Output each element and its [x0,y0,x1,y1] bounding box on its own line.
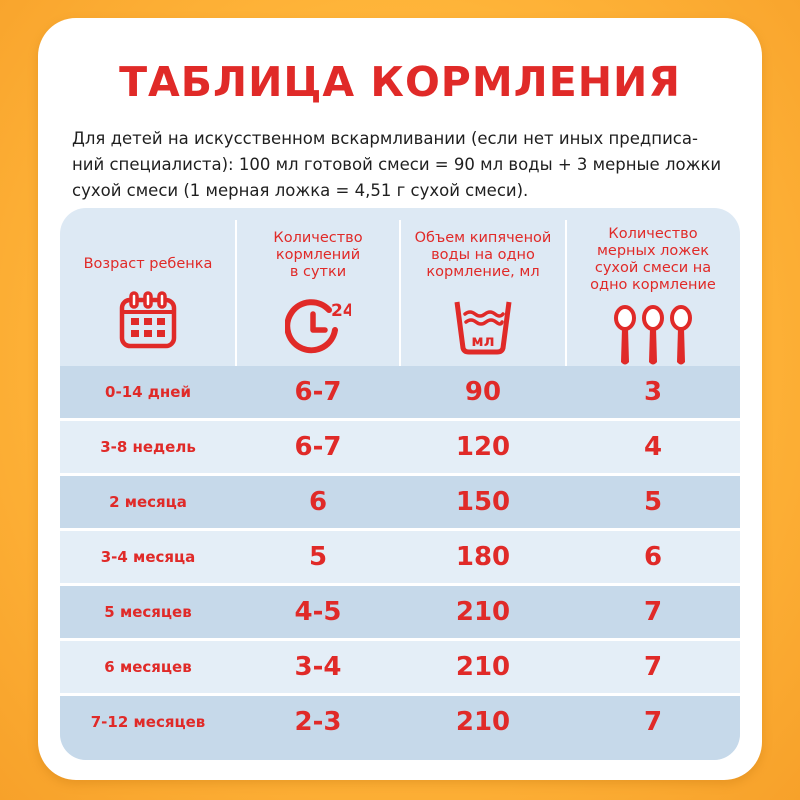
row-feedings: 5 [308,542,328,572]
row-feedings: 3-4 [294,652,342,682]
row-feedings: 4-5 [294,597,342,627]
table-header: Возраст ребенка Количест [60,208,740,366]
feeding-table-card: ТАБЛИЦА КОРМЛЕНИЯ Для детей на искусстве… [38,18,762,780]
row-water: 210 [455,707,511,737]
row-spoons: 7 [643,707,663,737]
row-age: 7-12 месяцев [90,713,206,731]
row-spoons: 6 [643,542,663,572]
measuring-cup-icon: мл [454,301,512,355]
page-title: ТАБЛИЦА КОРМЛЕНИЯ [119,58,681,106]
table-row: 6 месяцев 3-4 210 7 [60,641,740,693]
row-spoons: 4 [643,432,663,462]
row-feedings: 2-3 [294,707,342,737]
cup-ml-label: мл [471,332,494,350]
header-water-line-3: кормление, мл [426,264,540,280]
intro-line-2: ний специалиста): 100 мл готовой смеси =… [72,155,722,174]
calendar-icon [119,291,177,349]
row-water: 210 [455,597,511,627]
clock-24-label: 24 [331,301,351,321]
header-water-line-1: Объем кипяченой [414,230,552,246]
header-feedings-line-1: Количество [273,230,363,246]
row-age: 5 месяцев [104,603,192,621]
header-spoons-line-1: Количество [608,226,698,242]
table-row: 5 месяцев 4-5 210 7 [60,586,740,638]
header-water: Объем кипяченой воды на одно кормление, … [400,208,566,366]
row-age: 3-4 месяца [100,548,196,566]
intro-line-3: сухой смеси (1 мерная ложка = 4,51 г сух… [72,181,529,200]
header-age: Возраст ребенка [60,208,236,366]
header-feedings-line-2: кормлений [275,247,361,263]
header-spoons-line-3: сухой смеси на [594,260,712,276]
row-feedings: 6-7 [294,432,342,462]
row-age: 2 месяца [109,493,187,511]
row-feedings: 6 [308,487,328,517]
table-row: 3-4 месяца 5 180 6 [60,531,740,583]
table-row: 7-12 месяцев 2-3 210 7 [60,696,740,760]
row-age: 3-8 недель [100,438,196,456]
intro-line-1: Для детей на искусственном вскармливании… [72,129,698,148]
table-row: 3-8 недель 6-7 120 4 [60,421,740,473]
row-water: 210 [455,652,511,682]
header-spoons: Количество мерных ложек сухой смеси на о… [566,208,740,366]
row-spoons: 3 [643,377,663,407]
intro-text: Для детей на искусственном вскармливании… [72,126,732,204]
row-age: 0-14 дней [105,383,191,401]
clock-24-icon: 24 [285,299,351,354]
feeding-table: Возраст ребенка Количест [60,208,740,760]
table-row: 2 месяца 6 150 5 [60,476,740,528]
spoons-icon [614,305,692,365]
header-spoons-line-4: одно кормление [590,277,716,293]
row-spoons: 7 [643,652,663,682]
header-spoons-line-2: мерных ложек [596,243,710,259]
row-water: 120 [455,432,511,462]
table-row: 0-14 дней 6-7 90 3 [60,366,740,418]
row-age: 6 месяцев [104,658,192,676]
row-spoons: 5 [643,487,663,517]
row-feedings: 6-7 [294,377,342,407]
header-feedings-line-3: в сутки [289,264,347,280]
row-water: 90 [464,377,502,407]
header-feedings: Количество кормлений в сутки 24 [236,208,400,366]
header-age-label: Возраст ребенка [83,256,213,272]
row-water: 150 [455,487,511,517]
row-spoons: 7 [643,597,663,627]
header-water-line-2: воды на одно [431,247,535,263]
row-water: 180 [455,542,511,572]
